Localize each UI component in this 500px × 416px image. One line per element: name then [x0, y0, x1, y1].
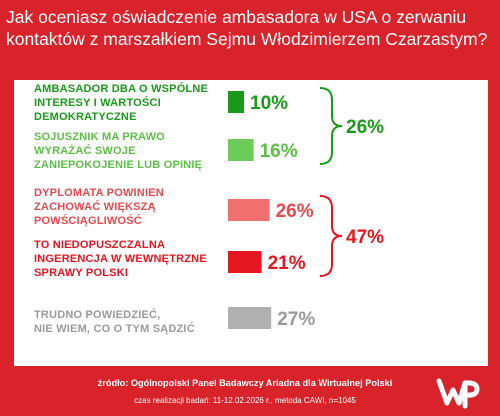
group-total-label-2: 47%: [346, 227, 384, 248]
value-label-5: 27%: [277, 309, 315, 330]
category-label-5: TRUDNO POWIEDZIEĆ, NIE WIEM, CO O TYM SĄ…: [34, 309, 195, 335]
bar-2: [228, 139, 254, 161]
bar-1: [228, 91, 244, 113]
methodology-text: czas realizacji badań: 11-12.02.2026 r.,…: [134, 396, 356, 405]
bar-chart: 10% 16% 26% 21% 27% 26% 47%: [228, 87, 384, 330]
group-brace-1: [319, 87, 343, 165]
chart-card: 10% 16% 26% 21% 27% 26% 47% AMBASADOR DBA O WS…: [14, 80, 488, 366]
source-text: źródło: Ogólnopolski Panel Badawczy Aria…: [97, 378, 393, 388]
category-label-2: SOJUSZNIK MA PRAWO WYRAŻAĆ SWOJE ZANIEPO…: [34, 131, 203, 171]
group-brace-2: [319, 195, 343, 277]
bar-3: [228, 199, 270, 221]
category-label-4: TO NIEDOPUSZCZALNA INGERENCJA W WEWNĘTRZ…: [34, 239, 207, 279]
bar-4: [228, 251, 262, 273]
value-label-4: 21%: [268, 253, 306, 274]
value-label-1: 10%: [250, 93, 288, 114]
group-total-label-1: 26%: [346, 117, 384, 138]
bar-5: [228, 307, 272, 329]
title-line-1: Jak oceniasz oświadczenie ambasadora w U…: [6, 7, 467, 27]
footer: źródło: Ogólnopolski Panel Badawczy Aria…: [0, 368, 500, 416]
chart-title: Jak oceniasz oświadczenie ambasadora w U…: [6, 6, 494, 50]
category-label-3: DYPLOMATA POWINIEN ZACHOWAĆ WIĘKSZĄ POWŚ…: [34, 187, 164, 227]
value-label-2: 16%: [260, 141, 298, 162]
wp-logo-icon: [436, 378, 480, 409]
title-line-2: kontaktów z marszałkiem Sejmu Włodzimier…: [6, 29, 488, 49]
category-label-1: AMBASADOR DBA O WSPÓLNE INTERESY I WARTO…: [34, 83, 209, 123]
value-label-3: 26%: [276, 201, 314, 222]
